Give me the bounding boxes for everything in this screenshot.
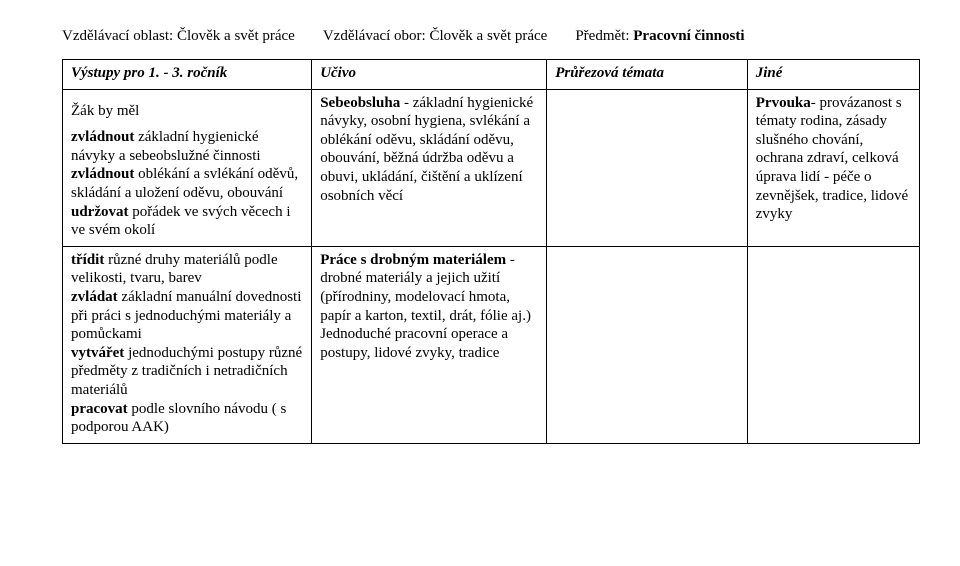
header-area-label: Vzdělávací oblast: — [62, 28, 173, 44]
header-field-value: Člověk a svět práce — [429, 28, 547, 44]
cell-cross-2 — [547, 246, 748, 443]
cell-content-1: Sebeobsluha - základní hygienické návyky… — [312, 89, 547, 246]
header-subject-value: Pracovní činnosti — [633, 28, 744, 44]
th-other: Jiné — [747, 60, 919, 90]
page: Vzdělávací oblast: Člověk a svět práce V… — [0, 0, 960, 464]
intro-text: Žák by měl — [71, 102, 303, 121]
outcome-item: vytvářet jednoduchými postupy různé před… — [71, 344, 303, 400]
cell-outcomes-2: třídit různé druhy materiálů podle velik… — [63, 246, 312, 443]
outcome-item: zvládnout oblékání a svlékání oděvů, skl… — [71, 165, 303, 202]
header-subject: Předmět: Pracovní činnosti — [575, 28, 744, 45]
table-header-row: Výstupy pro 1. - 3. ročník Učivo Průřezo… — [63, 60, 920, 90]
cell-other-2 — [747, 246, 919, 443]
outcome-item: zvládnout základní hygienické návyky a s… — [71, 128, 303, 165]
header-line: Vzdělávací oblast: Člověk a svět práce V… — [62, 28, 920, 45]
header-field-label: Vzdělávací obor: — [323, 28, 426, 44]
header-subject-label: Předmět: — [575, 28, 629, 44]
outcome-item: zvládat základní manuální dovednosti při… — [71, 288, 303, 344]
other-text: Prvouka- provázanost s tématy rodina, zá… — [756, 94, 911, 224]
header-field: Vzdělávací obor: Člověk a svět práce — [323, 28, 548, 45]
content-text: Sebeobsluha - základní hygienické návyky… — [320, 94, 538, 206]
content-text: Práce s drobným materiálem - drobné mate… — [320, 251, 538, 363]
outcome-item: pracovat podle slovního návodu ( s podpo… — [71, 400, 303, 437]
th-outcomes: Výstupy pro 1. - 3. ročník — [63, 60, 312, 90]
cell-cross-1 — [547, 89, 748, 246]
outcome-item: třídit různé druhy materiálů podle velik… — [71, 251, 303, 288]
header-area-value: Člověk a svět práce — [177, 28, 295, 44]
table-row: třídit různé druhy materiálů podle velik… — [63, 246, 920, 443]
cell-content-2: Práce s drobným materiálem - drobné mate… — [312, 246, 547, 443]
th-content: Učivo — [312, 60, 547, 90]
curriculum-table: Výstupy pro 1. - 3. ročník Učivo Průřezo… — [62, 59, 920, 444]
outcome-item: udržovat pořádek ve svých věcech i ve sv… — [71, 203, 303, 240]
header-area: Vzdělávací oblast: Člověk a svět práce — [62, 28, 295, 45]
cell-other-1: Prvouka- provázanost s tématy rodina, zá… — [747, 89, 919, 246]
table-row: Žák by měl zvládnout základní hygienické… — [63, 89, 920, 246]
th-cross-topics: Průřezová témata — [547, 60, 748, 90]
cell-outcomes-1: Žák by měl zvládnout základní hygienické… — [63, 89, 312, 246]
